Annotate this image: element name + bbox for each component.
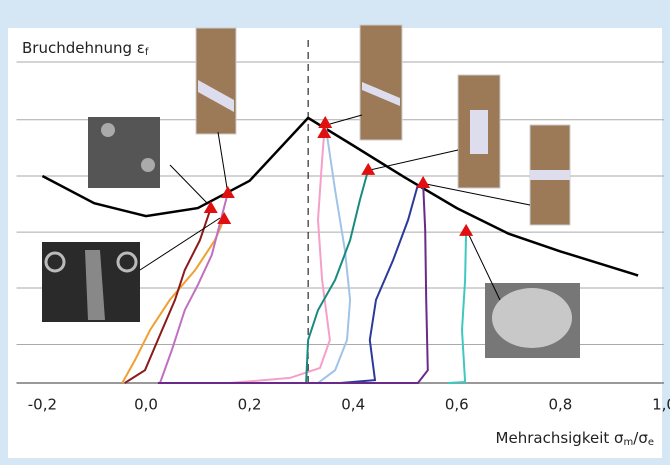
photo-detail (492, 288, 572, 348)
photo-detail (141, 158, 155, 172)
photo-notch (530, 170, 570, 180)
photo-specimen (196, 28, 236, 134)
photo-shear (88, 117, 160, 188)
y-axis-label: Bruchdehnung εf (22, 39, 149, 59)
x-tick-label: 0,4 (341, 396, 365, 414)
chart: -0,20,00,20,40,60,81,0 Bruchdehnung εf M… (0, 0, 670, 465)
photo-specimen (360, 25, 402, 140)
x-tick-label: -0,2 (28, 396, 57, 414)
photo-detail (101, 123, 115, 137)
page: {"chart_data": { "type": "line", "y_labe… (0, 0, 670, 465)
x-tick-label: 0,8 (548, 396, 572, 414)
x-tick-label: 0,6 (445, 396, 469, 414)
x-tick-label: 1,0 (652, 396, 670, 414)
photo-notch (470, 110, 488, 154)
x-tick-label: 0,2 (238, 396, 262, 414)
x-tick-label: 0,0 (134, 396, 158, 414)
